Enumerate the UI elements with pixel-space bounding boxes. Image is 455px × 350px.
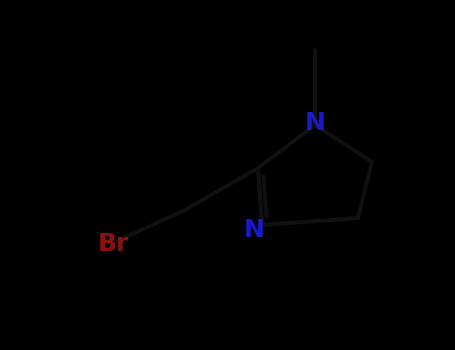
Text: N: N <box>243 218 264 242</box>
Text: N: N <box>304 111 325 135</box>
Text: Br: Br <box>97 232 129 256</box>
